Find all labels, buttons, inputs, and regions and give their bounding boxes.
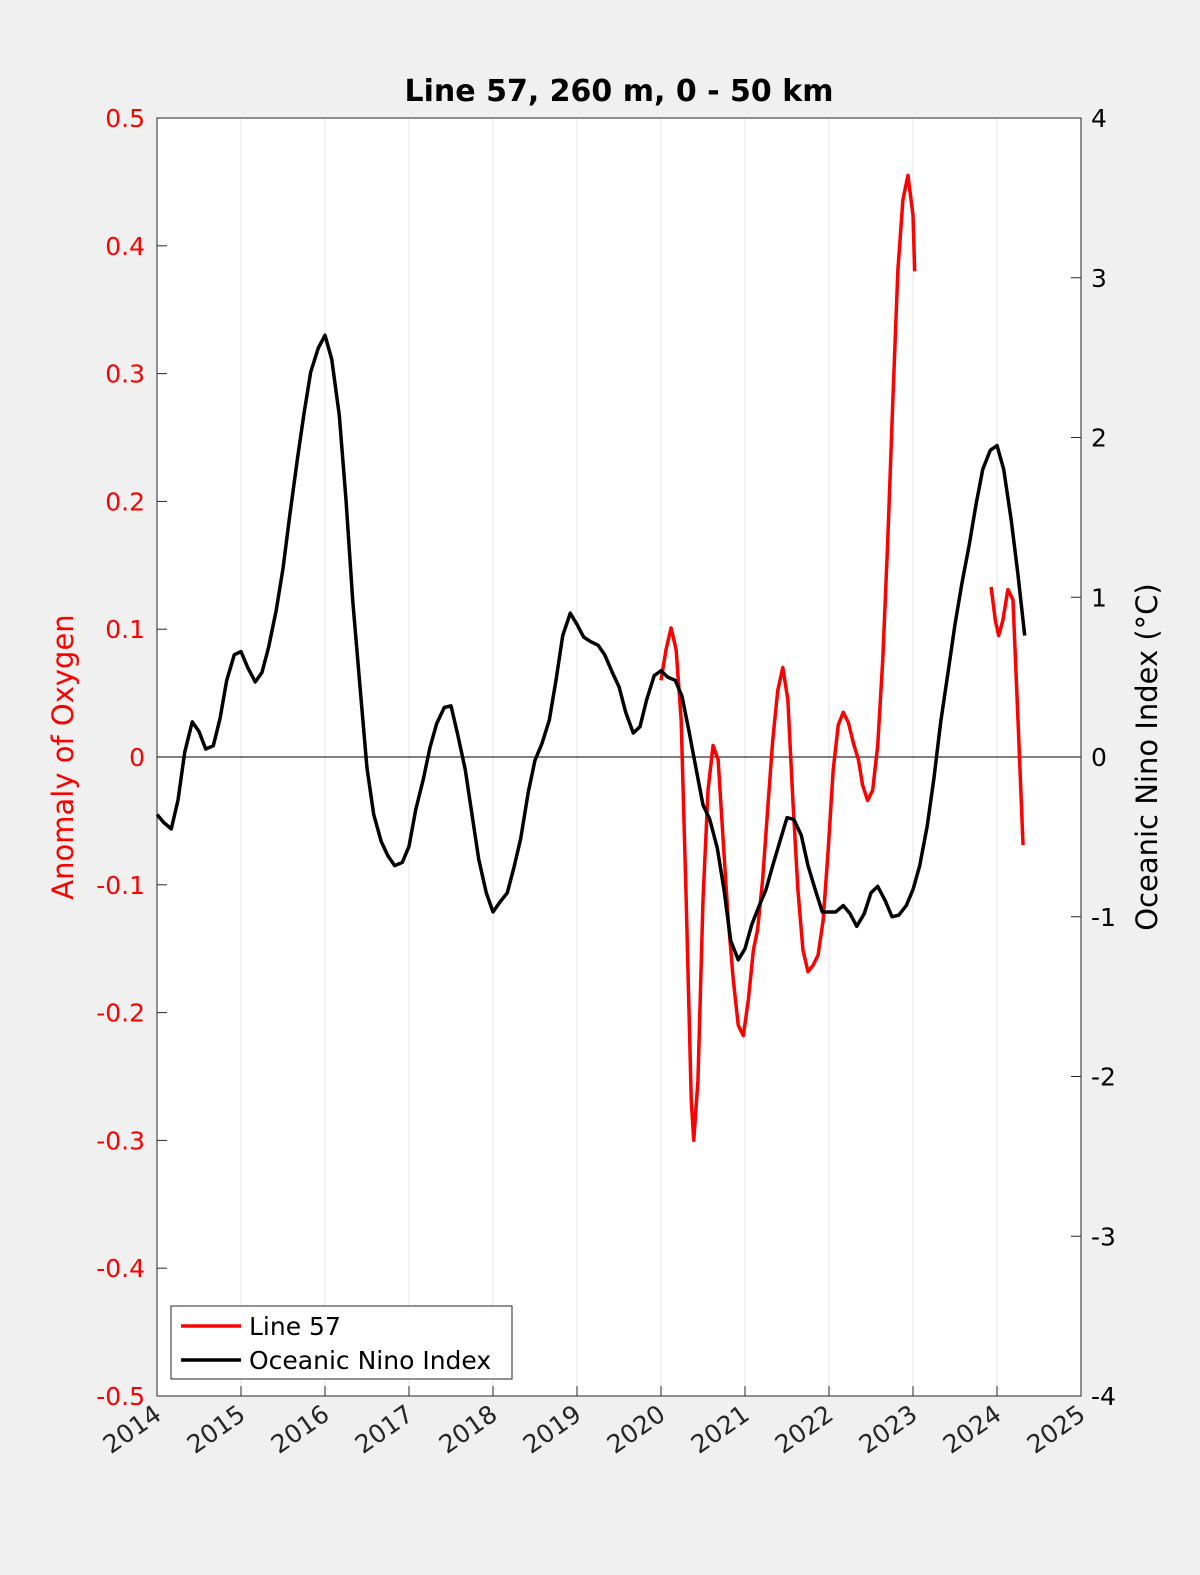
- y-tick-label: 0.2: [105, 487, 145, 516]
- y-tick-label: 0.1: [105, 615, 145, 644]
- y2-tick-label: -3: [1091, 1222, 1116, 1251]
- y2-tick-label: -1: [1091, 903, 1116, 932]
- legend-label: Oceanic Nino Index: [249, 1346, 491, 1375]
- y2-tick-label: 0: [1091, 743, 1107, 772]
- series-line: [155, 333, 1027, 962]
- y-tick-label: -0.1: [96, 871, 145, 900]
- y-tick-label: 0.5: [105, 104, 145, 133]
- y2-tick-label: -4: [1091, 1382, 1116, 1411]
- y-tick-label: -0.3: [96, 1126, 145, 1155]
- y2-tick-label: 4: [1091, 104, 1107, 133]
- y-tick-label: 0: [129, 743, 145, 772]
- series-line: [659, 173, 1025, 1143]
- y-tick-label: 0.4: [105, 232, 145, 261]
- y-axis-label: Anomaly of Oxygen: [46, 614, 80, 899]
- y-tick-label: 0.3: [105, 360, 145, 389]
- y-tick-label: -0.2: [96, 999, 145, 1028]
- y2-tick-label: 2: [1091, 424, 1107, 453]
- y2-tick-label: -2: [1091, 1063, 1116, 1092]
- y2-tick-label: 1: [1091, 583, 1107, 612]
- y2-tick-label: 3: [1091, 264, 1107, 293]
- y2-axis-label: Oceanic Nino Index (°C): [1130, 583, 1164, 931]
- y-tick-label: -0.5: [96, 1382, 145, 1411]
- y-tick-label: -0.4: [96, 1254, 145, 1283]
- chart-title: Line 57, 260 m, 0 - 50 km: [405, 74, 834, 109]
- axes-box: [156, 117, 1082, 1397]
- legend-label: Line 57: [249, 1312, 341, 1341]
- legend-box: [170, 1305, 513, 1380]
